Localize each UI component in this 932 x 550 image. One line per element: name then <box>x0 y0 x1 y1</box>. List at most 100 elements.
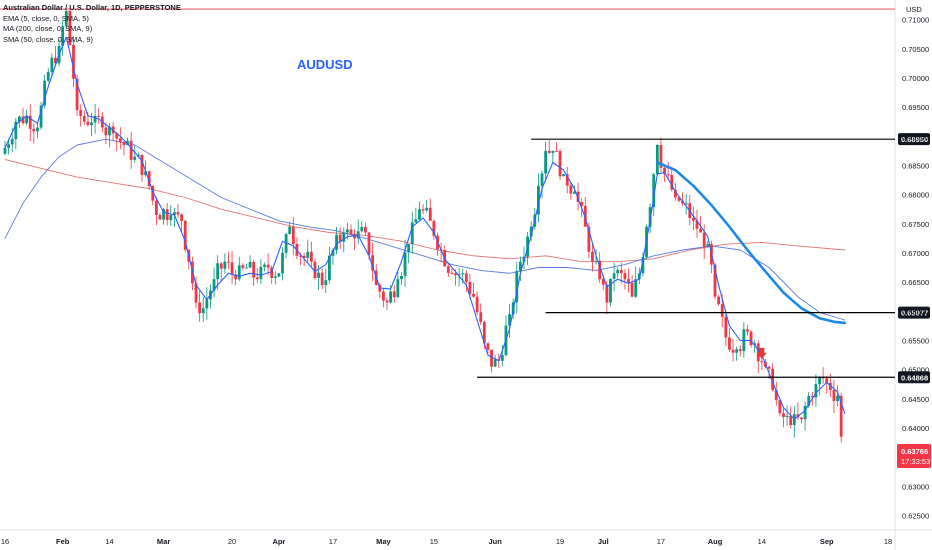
candle <box>785 405 789 426</box>
y-tick-label: 0.70500 <box>902 45 929 54</box>
candle-body <box>32 128 36 132</box>
candle-body <box>75 78 79 110</box>
candle <box>803 401 807 431</box>
candle <box>252 259 256 286</box>
candle <box>219 262 223 282</box>
candle <box>385 297 389 311</box>
candle <box>320 268 324 290</box>
candle-body <box>425 207 429 211</box>
candle-body <box>90 122 93 126</box>
candle <box>82 110 86 126</box>
candle-body <box>551 150 555 153</box>
candle-body <box>591 251 594 262</box>
candle <box>641 252 645 277</box>
candle <box>21 107 25 126</box>
x-tick-label: 20 <box>228 537 236 546</box>
candle-body <box>237 265 241 280</box>
candle <box>425 200 429 213</box>
candle-body <box>634 279 638 297</box>
candle-body <box>198 302 202 314</box>
candle <box>392 285 396 304</box>
candle <box>400 271 403 285</box>
candle <box>569 182 573 200</box>
candle <box>555 142 558 152</box>
candle <box>547 140 551 155</box>
candle-body <box>382 291 385 301</box>
ema5-line <box>4 36 846 420</box>
candle <box>270 265 274 285</box>
candle-body <box>115 133 119 139</box>
candle-body <box>627 279 630 283</box>
candle-body <box>490 349 493 367</box>
candle-body <box>7 144 11 148</box>
y-tick-label: 0.70000 <box>902 74 929 83</box>
candle <box>54 45 57 67</box>
candle <box>291 217 295 255</box>
candle-body <box>309 251 313 262</box>
y-tick-label: 0.62500 <box>902 511 929 520</box>
candle-body <box>648 207 652 227</box>
legend-ema[interactable]: EMA (5, close, 0, SMA, 5) <box>3 13 89 23</box>
candle <box>753 339 757 353</box>
candle-body <box>782 413 785 418</box>
candle <box>544 141 548 182</box>
candle <box>515 262 519 314</box>
candle-body <box>194 283 198 303</box>
y-tick-label: 0.66000 <box>902 307 929 316</box>
candle <box>133 145 137 163</box>
candle <box>151 185 155 206</box>
candle-body <box>299 255 302 257</box>
candle-body <box>93 115 97 123</box>
candle-body <box>396 279 400 298</box>
candle-body <box>482 322 486 344</box>
candle <box>493 355 497 368</box>
candle-body <box>82 115 86 122</box>
legend-sma50[interactable]: SMA (50, close, 0, SMA, 9) <box>3 34 94 44</box>
y-tick-label: 0.64500 <box>902 395 929 404</box>
candle <box>248 255 252 268</box>
x-tick-label: Jul <box>598 537 609 546</box>
candle-body <box>172 212 176 215</box>
candle <box>836 385 839 407</box>
candle <box>464 270 468 292</box>
levels-layer: 0.68950 0.65977 0.64868 <box>0 8 930 384</box>
x-tick-label: Aug <box>708 537 723 546</box>
candle-body <box>774 390 778 401</box>
candle-body <box>403 252 407 276</box>
candle <box>728 328 731 352</box>
candle-body <box>630 282 634 297</box>
candle <box>335 226 338 255</box>
candle-body <box>418 209 421 220</box>
candle-body <box>641 257 645 274</box>
candle <box>263 262 266 272</box>
candle <box>800 417 803 424</box>
candle <box>457 267 461 287</box>
candle-body <box>601 279 605 285</box>
candle-body <box>230 262 234 275</box>
candle-body <box>493 359 497 367</box>
candle-body <box>565 174 569 186</box>
legend-ma200[interactable]: MA (200, close, 0, SMA, 9) <box>3 24 93 33</box>
candle-body <box>587 226 591 252</box>
y-tick-label: 0.69500 <box>902 103 929 112</box>
candle-body <box>818 377 821 385</box>
candle <box>273 271 277 285</box>
x-tick-label: 14 <box>105 537 113 546</box>
candle <box>194 276 198 308</box>
candle <box>364 222 367 236</box>
candle-body <box>836 395 839 402</box>
candle <box>749 330 753 348</box>
candle-body <box>338 234 342 242</box>
candle-body <box>673 189 677 198</box>
y-tick-label: 0.66500 <box>902 278 929 287</box>
candle <box>36 122 39 139</box>
y-tick-label: 0.63000 <box>902 482 929 491</box>
candle-body <box>36 127 39 132</box>
candle-body <box>205 299 209 309</box>
candle-body <box>10 139 14 145</box>
bold-ma-line <box>656 161 847 325</box>
y-tick-label: 0.68500 <box>902 161 929 170</box>
candle <box>396 271 400 299</box>
candle-body <box>558 151 562 177</box>
